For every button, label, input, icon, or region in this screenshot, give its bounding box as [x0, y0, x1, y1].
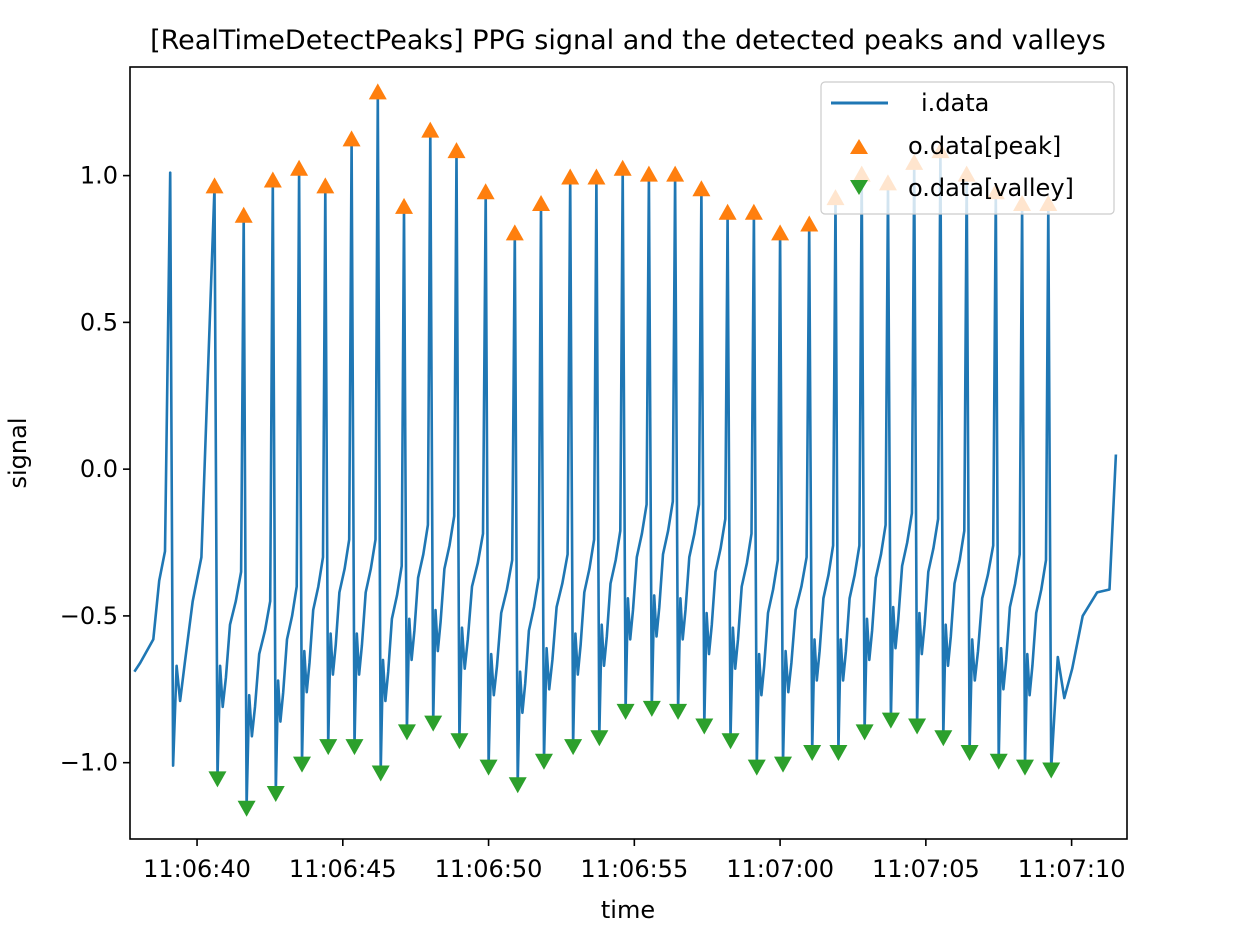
peak-marker — [342, 130, 361, 147]
valley-marker — [747, 759, 766, 776]
peak-marker — [771, 224, 790, 241]
y-axis: 1.0 0.5 0.0 −0.5 −1.0 — [60, 162, 130, 777]
peak-marker — [316, 177, 335, 194]
valley-marker — [208, 771, 227, 788]
legend-label-peak: o.data[peak] — [908, 132, 1061, 160]
x-tick-label: 11:06:55 — [580, 855, 688, 883]
peak-marker — [692, 180, 711, 197]
peak-marker — [613, 159, 632, 176]
y-tick-label: 1.0 — [80, 162, 118, 190]
valley-marker — [479, 759, 498, 776]
x-tick-label: 11:07:00 — [726, 855, 834, 883]
peak-marker — [290, 159, 309, 176]
valley-marker — [934, 730, 953, 747]
plot-area — [133, 83, 1118, 817]
valley-marker — [669, 703, 688, 720]
chart-title: [RealTimeDetectPeaks] PPG signal and the… — [150, 25, 1106, 56]
legend-peak-marker — [850, 139, 868, 154]
valley-marker — [397, 724, 416, 741]
valley-marker — [371, 765, 390, 782]
valley-marker — [616, 703, 635, 720]
x-axis-label: time — [601, 896, 655, 924]
peak-marker — [395, 197, 414, 214]
valley-marker — [774, 756, 793, 773]
valley-marker — [590, 730, 609, 747]
peak-marker — [666, 165, 685, 182]
valley-marker — [960, 744, 979, 761]
valley-marker — [237, 800, 256, 817]
peak-marker — [532, 194, 551, 211]
valley-marker — [424, 715, 443, 732]
valley-marker — [695, 718, 714, 735]
x-tick-label: 11:06:40 — [143, 855, 251, 883]
y-tick-label: 0.0 — [80, 455, 118, 483]
valley-marker — [908, 718, 927, 735]
valley-marker — [855, 724, 874, 741]
peak-marker — [476, 183, 495, 200]
valley-marker — [266, 786, 285, 803]
x-tick-label: 11:07:10 — [1018, 855, 1126, 883]
legend-valley-marker — [850, 180, 868, 195]
valley-marker — [319, 739, 338, 756]
peak-marker — [234, 206, 253, 223]
peak-marker — [639, 165, 658, 182]
axes-frame — [129, 66, 1128, 840]
y-axis-label: signal — [4, 418, 32, 489]
x-tick-label: 11:06:50 — [435, 855, 543, 883]
x-tick-label: 11:06:45 — [289, 855, 397, 883]
peak-marker — [421, 121, 440, 138]
valley-marker — [345, 739, 364, 756]
peak-marker — [800, 215, 819, 232]
valley-marker — [508, 777, 527, 794]
valley-marker — [534, 753, 553, 770]
valley-marker — [881, 712, 900, 729]
y-tick-label: −1.0 — [60, 749, 118, 777]
legend: i.data o.data[peak] o.data[valley] — [820, 81, 1115, 215]
y-tick-label: −0.5 — [60, 602, 118, 630]
peak-marker — [447, 142, 466, 159]
valley-marker — [829, 744, 848, 761]
x-axis: 11:06:40 11:06:45 11:06:50 11:06:55 11:07:00… — [143, 839, 1126, 883]
peak-marker — [263, 171, 282, 188]
valley-marker — [564, 739, 583, 756]
valley-marker — [1042, 762, 1061, 779]
valley-marker — [292, 756, 311, 773]
valley-marker — [642, 700, 661, 717]
legend-box — [820, 81, 1115, 215]
peak-marker — [718, 203, 737, 220]
signal-line — [133, 92, 1118, 808]
valley-marker — [450, 733, 469, 750]
valley-marker — [1015, 759, 1034, 776]
x-tick-label: 11:07:05 — [872, 855, 980, 883]
peak-marker — [744, 203, 763, 220]
y-tick-label: 0.5 — [80, 308, 118, 336]
peak-marker — [561, 168, 580, 185]
valley-marker — [721, 733, 740, 750]
peak-marker — [205, 177, 224, 194]
valley-marker — [803, 744, 822, 761]
valley-marker — [989, 753, 1008, 770]
peak-marker — [368, 83, 387, 100]
peak-marker — [587, 168, 606, 185]
legend-label-signal: i.data — [921, 89, 989, 117]
legend-label-valley: o.data[valley] — [908, 174, 1074, 202]
peak-marker — [505, 224, 524, 241]
